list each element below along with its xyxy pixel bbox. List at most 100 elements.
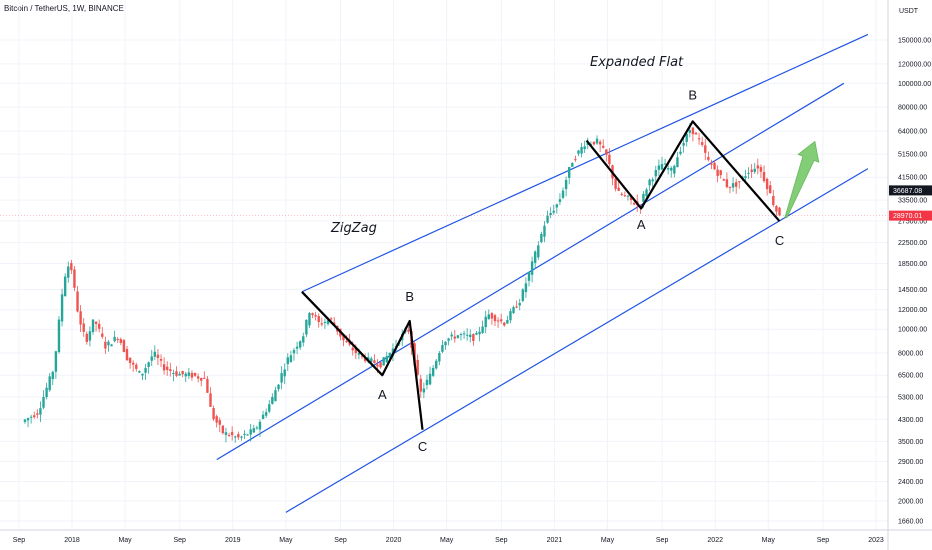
- time-tick-label: Sep: [817, 537, 830, 544]
- time-tick-label: May: [118, 537, 132, 544]
- candle-body: [595, 138, 599, 144]
- time-tick-label: May: [279, 537, 293, 544]
- price-tick-label: 2400.00: [898, 479, 923, 486]
- candle-body: [230, 432, 234, 436]
- candle-body: [113, 336, 116, 342]
- candle-body: [280, 373, 283, 383]
- candle-body: [626, 195, 630, 197]
- candle-body: [515, 306, 518, 308]
- time-tick-label: 2019: [225, 537, 241, 544]
- candle-body: [574, 159, 577, 161]
- candle-body: [289, 355, 293, 363]
- candle-body: [744, 176, 747, 179]
- candle-body: [159, 358, 163, 361]
- time-tick-label: Sep: [495, 537, 508, 544]
- candle-body: [169, 369, 172, 372]
- candle-body: [663, 163, 667, 165]
- candle-body: [76, 291, 79, 312]
- candle-body: [707, 157, 710, 160]
- candle-body: [388, 352, 392, 359]
- candle-body: [419, 378, 422, 392]
- candle-body: [354, 347, 358, 354]
- chart-grid: [0, 0, 888, 530]
- candle-body: [524, 283, 528, 293]
- candle-body: [39, 408, 42, 415]
- candle-body: [258, 421, 262, 430]
- candle-body: [632, 203, 636, 205]
- candle-body: [614, 178, 617, 189]
- candle-body: [546, 215, 549, 223]
- candle-body: [775, 206, 778, 212]
- candle-body: [147, 362, 150, 367]
- candle-body: [564, 179, 568, 190]
- wave-label-a-flat: A: [637, 217, 646, 232]
- candle-body: [308, 313, 311, 326]
- candle-body: [376, 364, 379, 367]
- candle-body: [555, 204, 559, 208]
- candle-body: [200, 378, 203, 381]
- candle-body: [537, 245, 540, 258]
- candle-body: [747, 172, 750, 174]
- candle-body: [29, 416, 33, 418]
- candle-body: [203, 377, 206, 379]
- candle-body: [731, 183, 735, 188]
- candle-body: [370, 358, 373, 362]
- candle-body: [54, 351, 58, 372]
- candle-body: [725, 179, 729, 188]
- trend-channel: [216, 33, 869, 513]
- candle-body: [166, 366, 169, 370]
- candle-body: [187, 372, 191, 376]
- candle-body: [122, 340, 126, 353]
- candle-body: [382, 357, 385, 366]
- candle-body: [116, 338, 119, 340]
- candle-body: [351, 347, 354, 351]
- candle-body: [36, 413, 39, 415]
- candle-body: [33, 415, 36, 418]
- candle-body: [512, 307, 515, 313]
- candle-body: [518, 302, 521, 306]
- candle-body: [286, 357, 290, 365]
- price-tick-label: 3500.00: [898, 439, 923, 446]
- candle-body: [568, 167, 571, 178]
- candle-body: [363, 357, 367, 362]
- candle-body: [580, 146, 583, 154]
- candle-body: [484, 316, 487, 328]
- candle-body: [704, 145, 707, 153]
- candle-body: [107, 341, 110, 346]
- candle-body: [311, 313, 314, 316]
- wave-path: [585, 120, 781, 222]
- candle-body: [215, 416, 218, 423]
- candle-body: [57, 319, 61, 353]
- candle-body: [453, 336, 456, 339]
- candle-body: [645, 189, 648, 197]
- candle-body: [302, 336, 305, 343]
- candle-body: [772, 195, 775, 206]
- candle-body: [549, 212, 552, 215]
- candle-body: [407, 329, 410, 332]
- candle-body: [45, 387, 48, 398]
- price-tick-label: 2900.00: [898, 459, 923, 466]
- candle-body: [85, 333, 89, 342]
- candle-body: [135, 364, 138, 369]
- candle-body: [657, 165, 661, 170]
- time-tick-label: May: [601, 537, 615, 544]
- candle-body: [128, 357, 132, 363]
- candle-body: [292, 350, 296, 354]
- candle-body: [221, 425, 225, 434]
- candle-body: [144, 367, 147, 373]
- candle-body: [326, 320, 330, 325]
- candle-body: [728, 186, 732, 188]
- candle-body: [670, 167, 673, 171]
- candle-body: [206, 378, 209, 393]
- candle-body: [23, 419, 27, 422]
- candle-body: [756, 165, 760, 169]
- time-tick-label: Sep: [334, 537, 347, 544]
- candle-body: [317, 316, 320, 322]
- candle-body: [178, 373, 181, 376]
- price-tick-label: 2000.00: [898, 499, 923, 506]
- time-tick-label: May: [440, 537, 454, 544]
- candle-body: [88, 331, 92, 341]
- price-tick-label: 41500.00: [898, 175, 927, 182]
